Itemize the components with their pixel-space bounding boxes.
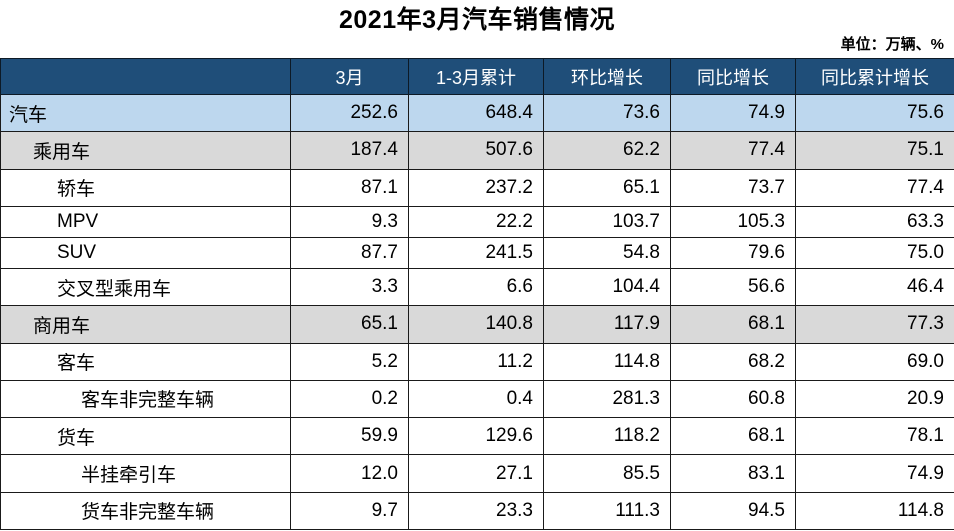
row-label: 客车非完整车辆 — [0, 379, 291, 419]
cell-value: 68.1 — [670, 417, 796, 456]
table-header-row: 3月 1-3月累计 环比增长 同比增长 同比累计增长 — [0, 58, 954, 95]
row-label: 商用车 — [0, 305, 291, 344]
row-label: 客车 — [0, 342, 291, 381]
cell-value: 507.6 — [408, 131, 544, 170]
row-label: 货车 — [0, 417, 291, 456]
cell-value: 77.4 — [670, 131, 796, 170]
cell-value: 3.3 — [290, 267, 409, 307]
cell-value: 27.1 — [408, 454, 544, 493]
row-label: 轿车 — [0, 168, 291, 207]
cell-value: 23.3 — [408, 491, 544, 531]
cell-value: 83.1 — [670, 454, 796, 493]
cell-value: 46.4 — [795, 267, 954, 307]
table-row: 商用车 65.1 140.8 117.9 68.1 77.3 — [0, 305, 954, 344]
cell-value: 75.1 — [795, 131, 954, 170]
cell-value: 94.5 — [670, 491, 796, 531]
column-header — [0, 58, 291, 95]
table-row: 半挂牵引车 12.0 27.1 85.5 83.1 74.9 — [0, 454, 954, 493]
cell-value: 281.3 — [543, 379, 671, 419]
cell-value: 59.9 — [290, 417, 409, 456]
cell-value: 118.2 — [543, 417, 671, 456]
cell-value: 111.3 — [543, 491, 671, 531]
cell-value: 11.2 — [408, 342, 544, 381]
column-header: 3月 — [290, 58, 409, 95]
cell-value: 129.6 — [408, 417, 544, 456]
cell-value: 78.1 — [795, 417, 954, 456]
cell-value: 241.5 — [408, 236, 544, 269]
cell-value: 114.8 — [543, 342, 671, 381]
cell-value: 252.6 — [290, 93, 409, 133]
unit-label: 单位：万辆、% — [840, 36, 944, 53]
page-title: 2021年3月汽车销售情况 — [338, 6, 616, 34]
cell-value: 9.3 — [290, 205, 409, 238]
column-header: 同比累计增长 — [795, 58, 954, 95]
table-row: 乘用车 187.4 507.6 62.2 77.4 75.1 — [0, 131, 954, 170]
row-label: 货车非完整车辆 — [0, 491, 291, 531]
cell-value: 87.1 — [290, 168, 409, 207]
cell-value: 105.3 — [670, 205, 796, 238]
table-row: 客车 5.2 11.2 114.8 68.2 69.0 — [0, 342, 954, 381]
cell-value: 117.9 — [543, 305, 671, 344]
table-row: 客车非完整车辆 0.2 0.4 281.3 60.8 20.9 — [0, 379, 954, 419]
cell-value: 74.9 — [795, 454, 954, 493]
cell-value: 68.1 — [670, 305, 796, 344]
cell-value: 73.7 — [670, 168, 796, 207]
cell-value: 63.3 — [795, 205, 954, 238]
table-row: 货车 59.9 129.6 118.2 68.1 78.1 — [0, 417, 954, 456]
row-label: MPV — [0, 205, 291, 238]
cell-value: 56.6 — [670, 267, 796, 307]
cell-value: 77.4 — [795, 168, 954, 207]
cell-value: 6.6 — [408, 267, 544, 307]
cell-value: 79.6 — [670, 236, 796, 269]
column-header: 1-3月累计 — [408, 58, 544, 95]
table-row: 轿车 87.1 237.2 65.1 73.7 77.4 — [0, 168, 954, 207]
table-row: 货车非完整车辆 9.7 23.3 111.3 94.5 114.8 — [0, 491, 954, 531]
cell-value: 5.2 — [290, 342, 409, 381]
row-label: 半挂牵引车 — [0, 454, 291, 493]
cell-value: 187.4 — [290, 131, 409, 170]
row-label: 交叉型乘用车 — [0, 267, 291, 307]
row-label: 乘用车 — [0, 131, 291, 170]
cell-value: 65.1 — [543, 168, 671, 207]
table-row: SUV 87.7 241.5 54.8 79.6 75.0 — [0, 236, 954, 269]
sales-table: 3月 1-3月累计 环比增长 同比增长 同比累计增长 汽车 252.6 648.4 73.6 7… — [0, 58, 954, 531]
table-row: MPV 9.3 22.2 103.7 105.3 63.3 — [0, 205, 954, 238]
cell-value: 104.4 — [543, 267, 671, 307]
cell-value: 77.3 — [795, 305, 954, 344]
table-row: 交叉型乘用车 3.3 6.6 104.4 56.6 46.4 — [0, 267, 954, 307]
column-header: 环比增长 — [543, 58, 671, 95]
column-header: 同比增长 — [670, 58, 796, 95]
cell-value: 12.0 — [290, 454, 409, 493]
cell-value: 62.2 — [543, 131, 671, 170]
cell-value: 54.8 — [543, 236, 671, 269]
cell-value: 69.0 — [795, 342, 954, 381]
cell-value: 75.0 — [795, 236, 954, 269]
cell-value: 114.8 — [795, 491, 954, 531]
cell-value: 68.2 — [670, 342, 796, 381]
cell-value: 648.4 — [408, 93, 544, 133]
cell-value: 0.4 — [408, 379, 544, 419]
cell-value: 20.9 — [795, 379, 954, 419]
table-row: 汽车 252.6 648.4 73.6 74.9 75.6 — [0, 93, 954, 133]
cell-value: 103.7 — [543, 205, 671, 238]
cell-value: 237.2 — [408, 168, 544, 207]
cell-value: 140.8 — [408, 305, 544, 344]
cell-value: 65.1 — [290, 305, 409, 344]
cell-value: 0.2 — [290, 379, 409, 419]
cell-value: 74.9 — [670, 93, 796, 133]
cell-value: 9.7 — [290, 491, 409, 531]
cell-value: 22.2 — [408, 205, 544, 238]
row-label: 汽车 — [0, 93, 291, 133]
cell-value: 75.6 — [795, 93, 954, 133]
cell-value: 87.7 — [290, 236, 409, 269]
cell-value: 60.8 — [670, 379, 796, 419]
cell-value: 85.5 — [543, 454, 671, 493]
table-body: 汽车 252.6 648.4 73.6 74.9 75.6 乘用车 187.4 507.6 62.… — [0, 93, 954, 531]
row-label: SUV — [0, 236, 291, 269]
cell-value: 73.6 — [543, 93, 671, 133]
